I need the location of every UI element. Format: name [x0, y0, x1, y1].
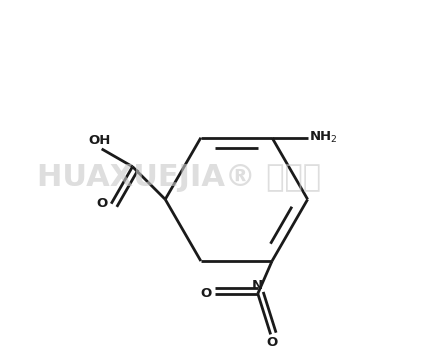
- Text: OH: OH: [89, 134, 111, 147]
- Text: NH$_2$: NH$_2$: [309, 130, 338, 145]
- Text: HUAXUEJIA® 化学加: HUAXUEJIA® 化学加: [37, 163, 322, 193]
- Text: O: O: [267, 336, 278, 349]
- Text: O: O: [96, 197, 108, 210]
- Text: N: N: [252, 279, 264, 292]
- Text: O: O: [200, 287, 212, 300]
